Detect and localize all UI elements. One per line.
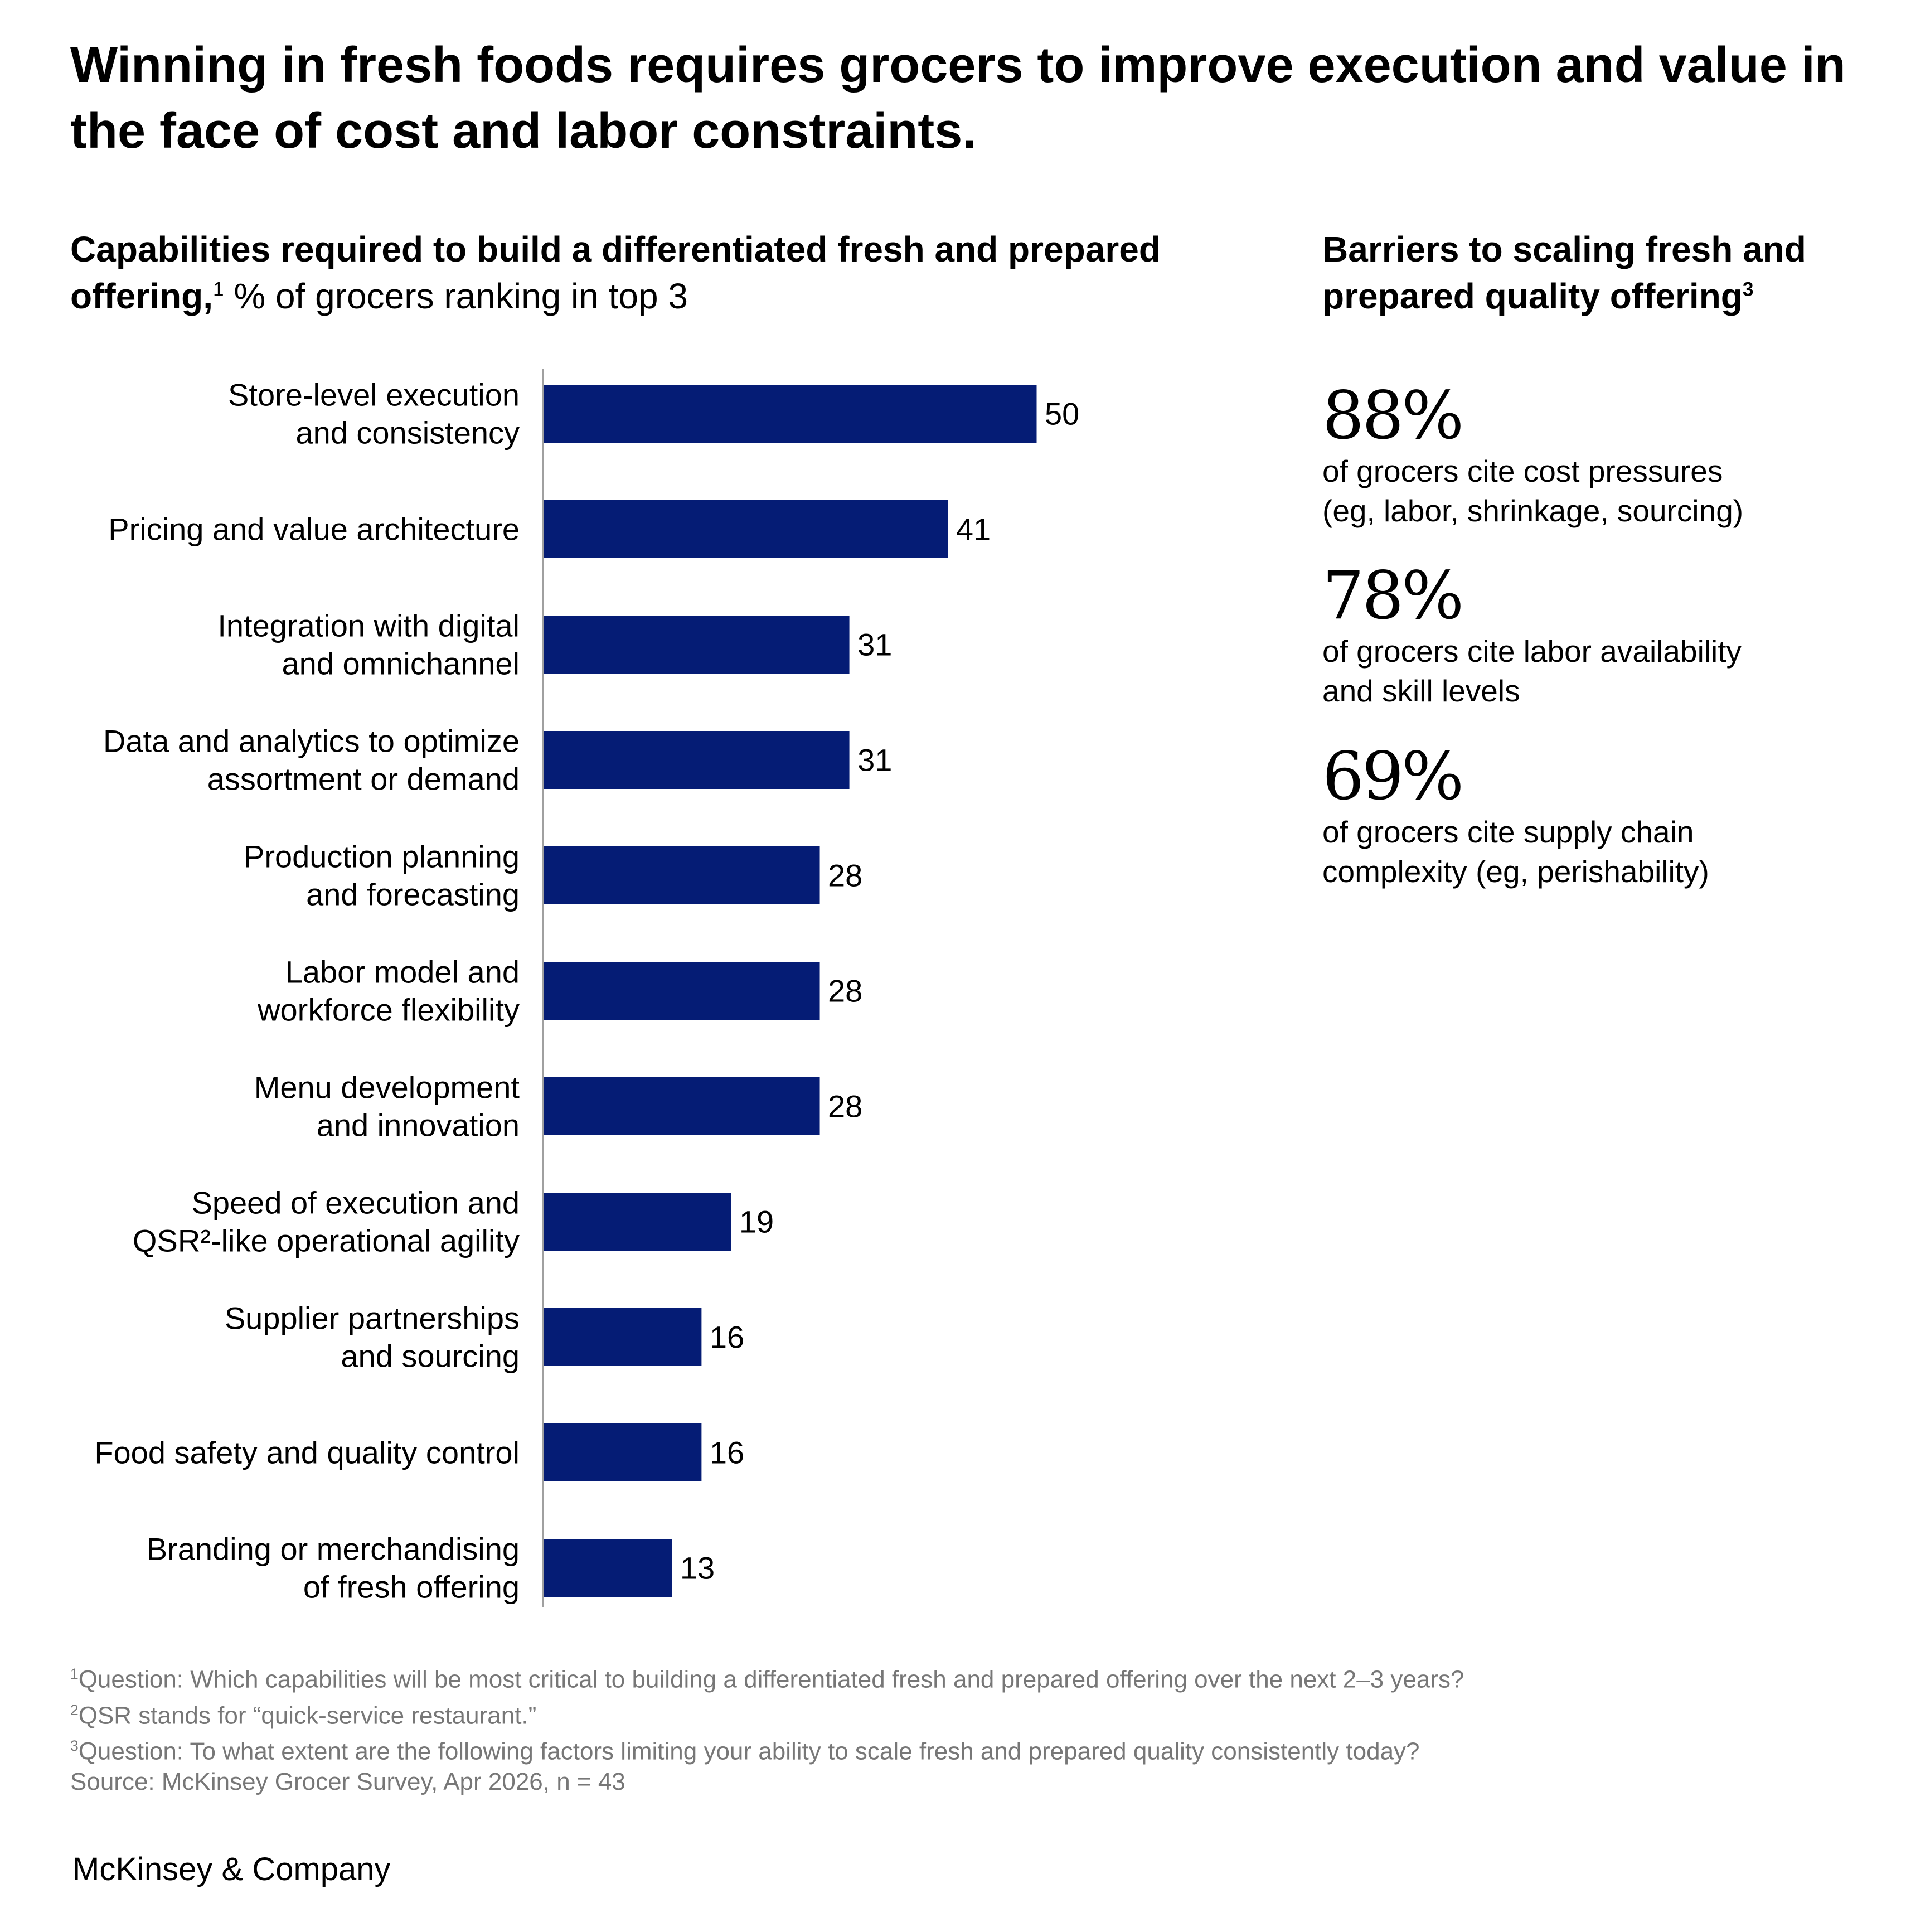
bar	[544, 1193, 731, 1251]
footnote-text: Question: To what extent are the followi…	[78, 1737, 1420, 1765]
category-label: Branding or merchandising	[147, 1532, 520, 1567]
stat-value: 78%	[1322, 557, 1464, 634]
footnote-text: Question: Which capabilities will be mos…	[78, 1665, 1464, 1693]
category-label: Data and analytics to optimize	[103, 724, 520, 759]
bar-value-label: 16	[710, 1435, 744, 1470]
stat-supply-chain: 69% of grocers cite supply chain complex…	[1322, 740, 1869, 892]
bar-value-label: 28	[828, 858, 862, 893]
chart-subtitle-bold: Capabilities required to build a differe…	[70, 229, 1161, 316]
stat-description-line-2: complexity (eg, perishability)	[1322, 854, 1709, 889]
barriers-title-text: Barriers to scaling fresh and prepared q…	[1322, 229, 1806, 316]
stat-description-line-1: of grocers cite labor availability	[1322, 634, 1742, 669]
bar-value-label: 28	[828, 974, 862, 1009]
bar-value-label: 28	[828, 1089, 862, 1124]
barriers-title-footnote-marker: 3	[1742, 278, 1754, 301]
brand-logo: McKinsey & Company	[72, 1851, 391, 1887]
stat-value: 88%	[1322, 377, 1464, 454]
source-text: Source: McKinsey Grocer Survey, Apr 2026…	[70, 1768, 625, 1795]
footnote-1: 1Question: Which capabilities will be mo…	[70, 1659, 1854, 1695]
stat-labor-availability: 78% of grocers cite labor availability a…	[1322, 559, 1869, 711]
category-label: and sourcing	[341, 1339, 520, 1374]
bar	[544, 1423, 702, 1481]
category-label: and consistency	[295, 415, 520, 451]
category-label: Speed of execution and	[192, 1185, 520, 1221]
stat-value: 69%	[1322, 738, 1464, 815]
category-label: Labor model and	[285, 955, 520, 990]
footnote-3: 3Question: To what extent are the follow…	[70, 1731, 1854, 1767]
footnote-marker: 1	[70, 1665, 79, 1682]
category-label: and innovation	[317, 1108, 520, 1143]
chart-subtitle: Capabilities required to build a differe…	[70, 226, 1185, 319]
bar	[544, 500, 948, 558]
bar-value-label: 13	[680, 1551, 715, 1586]
bar	[544, 1077, 820, 1135]
category-label: Production planning	[244, 839, 520, 874]
footnote-text: QSR stands for “quick-service restaurant…	[78, 1702, 537, 1730]
category-label: Pricing and value architecture	[108, 512, 520, 547]
bar-value-label: 50	[1045, 396, 1079, 432]
category-label: of fresh offering	[303, 1570, 520, 1605]
category-label: QSR²-like operational agility	[133, 1223, 520, 1258]
category-label: workforce flexibility	[257, 992, 520, 1028]
category-label: and forecasting	[306, 877, 520, 912]
footnotes: 1Question: Which capabilities will be mo…	[70, 1659, 1854, 1797]
stat-cost-pressures: 88% of grocers cite cost pressures (eg, …	[1322, 379, 1869, 531]
bar-value-label: 31	[857, 743, 892, 778]
footnote-marker: 2	[70, 1701, 79, 1718]
bar-value-label: 41	[956, 512, 991, 547]
chart-subtitle-unit: % of grocers ranking in top 3	[224, 276, 688, 316]
stat-description-line-1: of grocers cite supply chain	[1322, 815, 1694, 849]
bar	[544, 1539, 672, 1597]
page-title: Winning in fresh foods requires grocers …	[70, 37, 1846, 159]
category-label: assortment or demand	[207, 762, 520, 797]
category-label: Food safety and quality control	[94, 1435, 520, 1470]
stat-description-line-2: (eg, labor, shrinkage, sourcing)	[1322, 493, 1744, 528]
footnote-marker: 3	[70, 1737, 79, 1755]
source-note: Source: McKinsey Grocer Survey, Apr 2026…	[70, 1767, 1854, 1797]
category-label: Integration with digital	[217, 608, 520, 643]
category-label: and omnichannel	[282, 646, 520, 681]
category-label: Menu development	[254, 1070, 520, 1105]
bar	[544, 616, 850, 674]
category-label: Store-level execution	[228, 377, 520, 413]
bar-value-label: 19	[739, 1204, 774, 1239]
bar-value-label: 16	[710, 1320, 744, 1355]
barriers-title: Barriers to scaling fresh and prepared q…	[1322, 226, 1880, 319]
footnote-2: 2QSR stands for “quick-service restauran…	[70, 1695, 1854, 1731]
bar	[544, 962, 820, 1020]
bar	[544, 1308, 702, 1366]
stat-description-line-2: and skill levels	[1322, 674, 1520, 708]
bar	[544, 731, 850, 789]
bar-value-label: 31	[857, 627, 892, 662]
bar	[544, 846, 820, 904]
stat-description-line-1: of grocers cite cost pressures	[1322, 454, 1723, 488]
chart-subtitle-footnote-marker: 1	[212, 278, 224, 301]
bar	[544, 385, 1037, 443]
category-label: Supplier partnerships	[225, 1301, 520, 1336]
